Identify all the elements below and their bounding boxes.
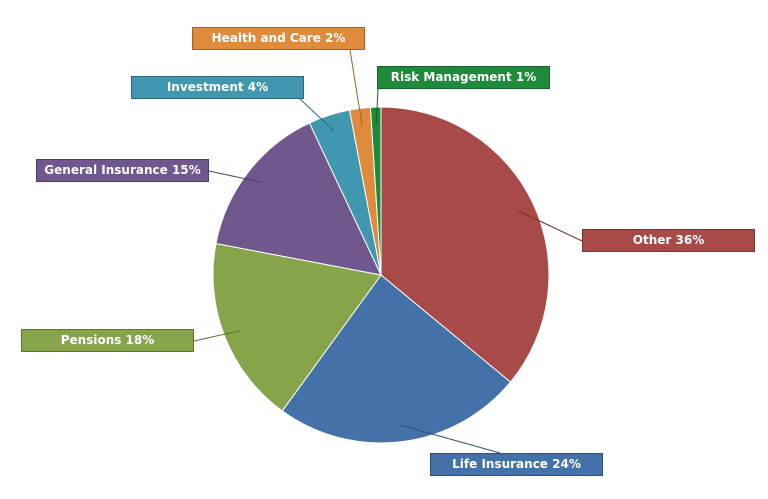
- pie-slice-general-insurance: [215, 122, 382, 276]
- data-label-life-insurance: Life Insurance 24%: [430, 453, 603, 476]
- leader-line: [208, 170, 262, 183]
- pie-slice-life-insurance: [281, 274, 512, 444]
- pie-slice-risk-management: [369, 106, 382, 276]
- data-label-general-insurance: General Insurance 15%: [36, 159, 209, 182]
- data-label-risk-management: Risk Management 1%: [377, 66, 550, 89]
- leader-line: [375, 88, 379, 124]
- pie-slice-other: [380, 106, 550, 383]
- pie-slice-pensions: [212, 242, 382, 412]
- data-label-pensions: Pensions 18%: [21, 329, 194, 352]
- leader-line: [399, 424, 501, 454]
- data-label-other: Other 36%: [582, 229, 755, 252]
- leader-line: [299, 98, 335, 132]
- data-label-health-and-care: Health and Care 2%: [192, 27, 365, 50]
- leader-line: [349, 49, 363, 126]
- leader-line: [193, 330, 241, 342]
- leader-line: [517, 210, 583, 242]
- data-label-investment: Investment 4%: [131, 76, 304, 99]
